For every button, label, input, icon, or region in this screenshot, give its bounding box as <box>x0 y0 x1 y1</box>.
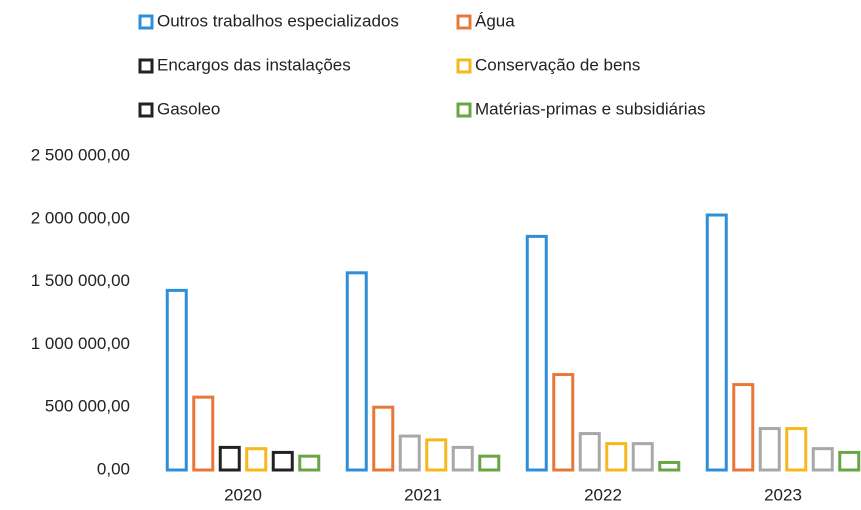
y-tick-label: 0,00 <box>97 459 130 478</box>
bar <box>398 434 421 472</box>
legend-label: Água <box>475 11 515 30</box>
legend-label: Outros trabalhos especializados <box>157 11 399 30</box>
legend-swatch <box>138 58 154 74</box>
bar <box>245 447 268 472</box>
legend-label: Gasoleo <box>157 99 220 118</box>
y-tick-label: 1 500 000,00 <box>31 271 130 290</box>
bar <box>658 460 681 472</box>
legend-label: Matérias-primas e subsidiárias <box>475 99 706 118</box>
bar <box>631 442 654 472</box>
legend-swatch <box>456 102 472 118</box>
x-tick-label: 2022 <box>584 485 622 504</box>
bar <box>838 450 861 472</box>
bar <box>705 213 728 472</box>
bar <box>425 438 448 472</box>
bar <box>218 445 241 472</box>
y-tick-label: 1 000 000,00 <box>31 334 130 353</box>
bar <box>372 405 395 472</box>
legend-swatch <box>138 14 154 30</box>
legend-label: Encargos das instalações <box>157 55 351 74</box>
legend-swatch <box>138 102 154 118</box>
x-tick-label: 2021 <box>404 485 442 504</box>
y-tick-label: 2 500 000,00 <box>31 145 130 164</box>
bar <box>478 454 501 472</box>
bar <box>451 445 474 472</box>
bar <box>298 454 321 472</box>
bar <box>811 447 834 472</box>
bar <box>785 427 808 472</box>
bar <box>165 288 188 472</box>
bar <box>345 271 368 472</box>
x-tick-label: 2020 <box>224 485 262 504</box>
legend-swatch <box>456 14 472 30</box>
bar <box>732 383 755 472</box>
x-tick-label: 2023 <box>764 485 802 504</box>
y-tick-label: 2 000 000,00 <box>31 208 130 227</box>
bar <box>605 442 628 472</box>
bar <box>192 395 215 472</box>
bar <box>758 427 781 472</box>
bar <box>525 234 548 472</box>
legend-label: Conservação de bens <box>475 55 640 74</box>
y-tick-label: 500 000,00 <box>45 397 130 416</box>
bar <box>271 450 294 472</box>
bar <box>578 432 601 472</box>
legend-swatch <box>456 58 472 74</box>
bar <box>552 373 575 472</box>
